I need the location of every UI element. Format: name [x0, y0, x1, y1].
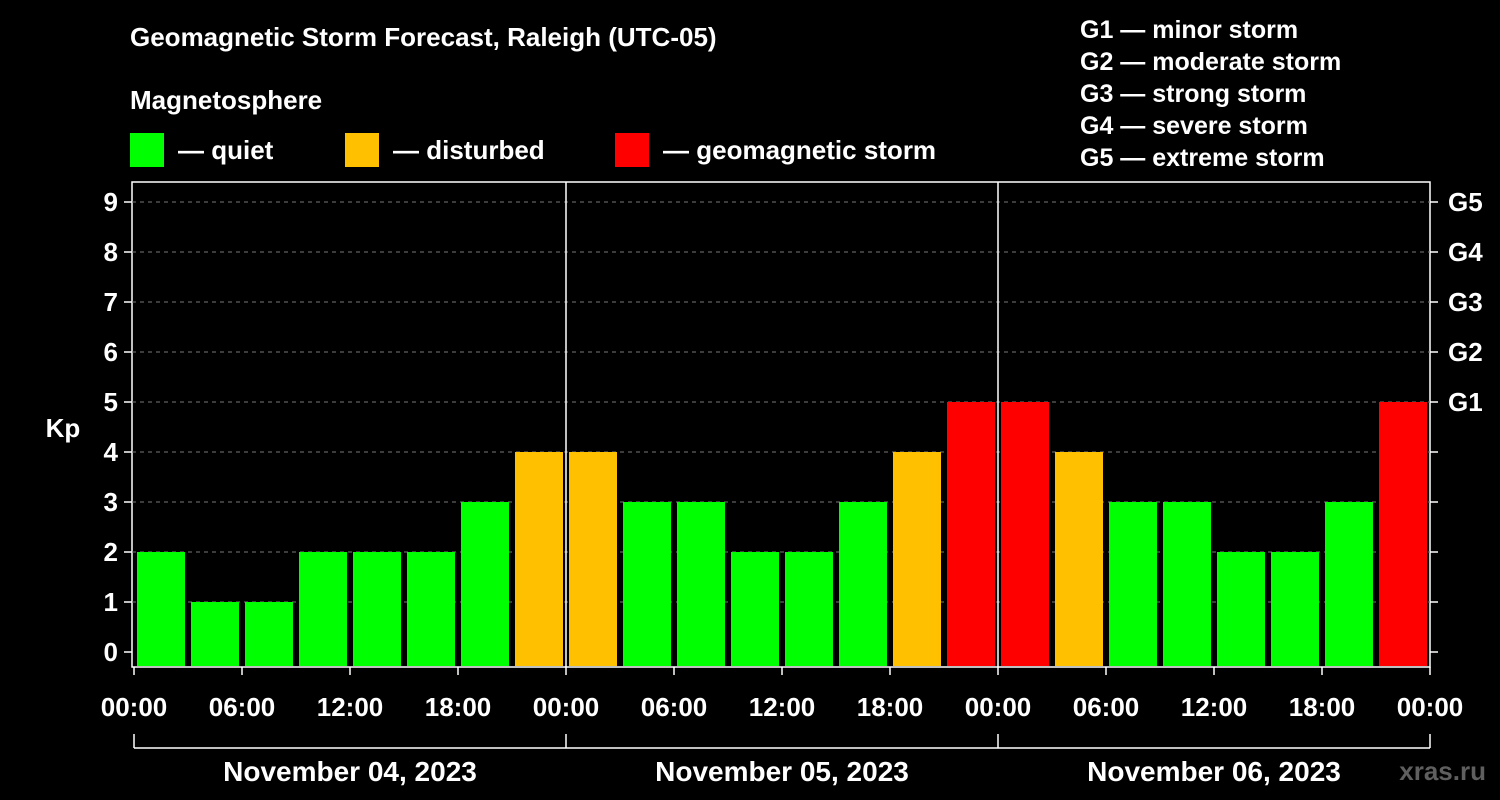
- storm-level-g4: G4 — severe storm: [1080, 112, 1308, 140]
- kp-bar: [569, 452, 617, 666]
- kp-bar: [1379, 402, 1427, 666]
- legend-disturbed-label: — disturbed: [393, 134, 545, 165]
- y-axis-label: Kp: [46, 413, 81, 443]
- legend-storm-swatch: [615, 133, 649, 167]
- kp-bar: [1217, 552, 1265, 666]
- x-tick-label: 18:00: [1289, 692, 1356, 722]
- date-label-2: November 05, 2023: [655, 756, 909, 787]
- kp-bar: [947, 402, 995, 666]
- legend-disturbed: — disturbed: [345, 133, 545, 167]
- kp-bar: [785, 552, 833, 666]
- storm-level-g2: G2 — moderate storm: [1080, 48, 1342, 76]
- date-label-3: November 06, 2023: [1087, 756, 1341, 787]
- x-tick-label: 12:00: [1181, 692, 1248, 722]
- y-tick-label-0: 0: [104, 637, 118, 667]
- right-tick-label-g2: G2: [1448, 337, 1483, 367]
- x-tick-label: 06:00: [1073, 692, 1140, 722]
- plot-frame: [131, 181, 1431, 668]
- kp-bar: [299, 552, 347, 666]
- legend-disturbed-swatch: [345, 133, 379, 167]
- kp-bar: [191, 602, 239, 666]
- kp-bar: [1271, 552, 1319, 666]
- legend-quiet-label: — quiet: [178, 134, 274, 165]
- x-tick-label: 06:00: [641, 692, 708, 722]
- x-tick-label: 18:00: [425, 692, 492, 722]
- legend-quiet: — quiet: [130, 133, 273, 167]
- x-tick-label: 00:00: [965, 692, 1032, 722]
- date-label-1: November 04, 2023: [223, 756, 477, 787]
- x-tick-label: 12:00: [749, 692, 816, 722]
- kp-bar: [407, 552, 455, 666]
- y-tick-label-3: 3: [104, 487, 118, 517]
- kp-bar: [1109, 502, 1157, 666]
- y-tick-label-4: 4: [104, 437, 119, 467]
- kp-bar: [731, 552, 779, 666]
- watermark: xras.ru: [1399, 756, 1486, 786]
- y-tick-label-9: 9: [104, 187, 118, 217]
- storm-level-g5: G5 — extreme storm: [1080, 144, 1325, 172]
- storm-level-g1: G1 — minor storm: [1080, 16, 1299, 44]
- magnetosphere-heading: Magnetosphere: [130, 85, 323, 115]
- y-tick-label-8: 8: [104, 237, 118, 267]
- kp-bar: [353, 552, 401, 666]
- kp-bar: [839, 502, 887, 666]
- right-tick-label-g3: G3: [1448, 287, 1483, 317]
- kp-bar: [245, 602, 293, 666]
- right-tick-label-g4: G4: [1448, 237, 1483, 267]
- storm-level-legend: G1 — minor storm G2 — moderate storm G3 …: [1080, 14, 1341, 174]
- x-tick-label: 18:00: [857, 692, 924, 722]
- right-tick-label-g5: G5: [1448, 187, 1483, 217]
- kp-bar: [893, 452, 941, 666]
- chart-title: Geomagnetic Storm Forecast, Raleigh (UTC…: [130, 22, 717, 52]
- x-tick-label: 12:00: [317, 692, 384, 722]
- y-tick-label-2: 2: [104, 537, 118, 567]
- right-tick-label-g1: G1: [1448, 387, 1483, 417]
- kp-bar: [1325, 502, 1373, 666]
- x-tick-label: 00:00: [533, 692, 600, 722]
- storm-level-g3: G3 — strong storm: [1080, 80, 1307, 108]
- kp-bar: [461, 502, 509, 666]
- y-tick-label-5: 5: [104, 387, 118, 417]
- x-tick-label: 00:00: [1397, 692, 1464, 722]
- legend-storm-label: — geomagnetic storm: [663, 134, 937, 165]
- kp-bar: [137, 552, 185, 666]
- kp-bar: [677, 502, 725, 666]
- kp-bar: [623, 502, 671, 666]
- y-tick-label-1: 1: [104, 587, 118, 617]
- x-tick-label: 00:00: [101, 692, 168, 722]
- legend-quiet-swatch: [130, 133, 164, 167]
- y-tick-label-6: 6: [104, 337, 118, 367]
- kp-bar: [1163, 502, 1211, 666]
- y-tick-label-7: 7: [104, 287, 118, 317]
- x-tick-label: 06:00: [209, 692, 276, 722]
- kp-bar: [1055, 452, 1103, 666]
- legend-storm: — geomagnetic storm: [615, 133, 936, 167]
- kp-bar: [1001, 402, 1049, 666]
- kp-bar: [515, 452, 563, 666]
